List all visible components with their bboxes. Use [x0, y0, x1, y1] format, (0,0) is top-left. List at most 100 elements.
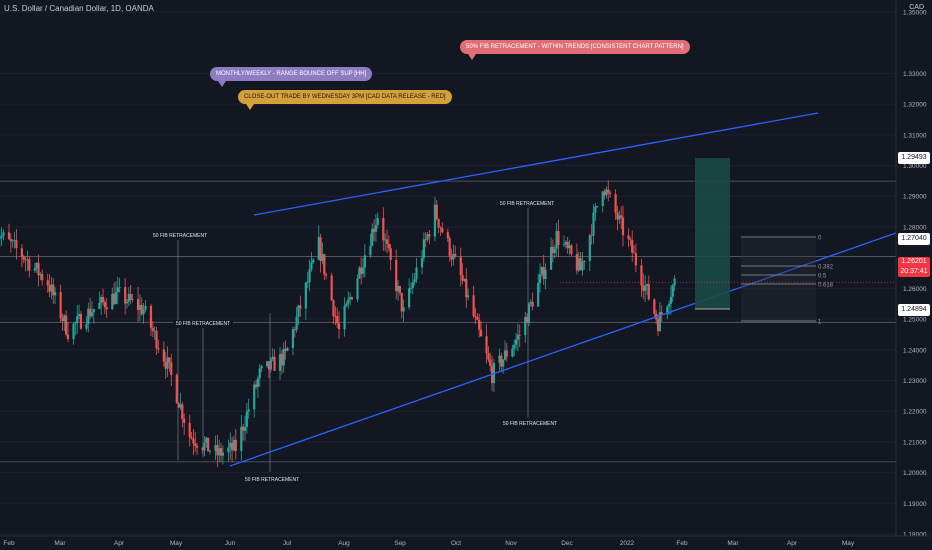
candle-body [387, 243, 390, 249]
candle-body [350, 297, 354, 300]
callout-close-out-text: CLOSE-OUT TRADE BY WEDNESDAY 3PM [CAD DA… [244, 94, 446, 100]
candle-body [179, 404, 182, 408]
candle-body [538, 274, 542, 283]
candle-body [282, 348, 285, 366]
candle-body [441, 228, 444, 233]
callout-close-out[interactable]: CLOSE-OUT TRADE BY WEDNESDAY 3PM [CAD DA… [238, 90, 452, 110]
candle-body [138, 305, 142, 311]
candle-body [526, 316, 529, 324]
candle-body [65, 315, 68, 335]
candle-body [203, 442, 206, 451]
candle-body [319, 237, 322, 261]
candle-body [63, 315, 66, 322]
candle-body [125, 301, 129, 304]
candle-body [413, 279, 416, 283]
candle-body [177, 403, 180, 408]
fib-label-4: 50 FIB RETRACEMENT [497, 200, 558, 208]
candle-body [24, 259, 27, 261]
candle-body [395, 259, 398, 292]
candle-body [557, 231, 560, 246]
candle-body [77, 313, 81, 316]
candle-body [33, 268, 36, 271]
candle-body [151, 327, 154, 331]
candle-body [114, 292, 118, 304]
candle-body [540, 267, 543, 275]
candle-body [577, 258, 580, 271]
x-tick-label: Mar [54, 540, 66, 547]
candle-body [566, 241, 569, 249]
candle-body [41, 274, 44, 281]
candle-body [245, 411, 248, 427]
candle-body [472, 295, 475, 317]
fib-level-label: 1 [818, 320, 822, 326]
candle-body [260, 366, 263, 369]
candle-body [269, 359, 272, 370]
candle-body [52, 284, 55, 296]
candle-body [229, 442, 232, 448]
candle-body [607, 189, 610, 193]
candle-body [374, 224, 378, 232]
candle-body [273, 356, 276, 371]
candle-body [467, 295, 470, 298]
x-tick-label: Sep [394, 540, 406, 547]
candle-body [343, 306, 346, 330]
candle-body [614, 194, 617, 213]
candle-body [79, 313, 83, 329]
candle-body [256, 378, 260, 387]
candle-body [647, 284, 650, 300]
candle-body [129, 293, 132, 300]
y-tick-label: 1.18000 [903, 532, 927, 539]
candle-body [620, 215, 623, 218]
candle-body [334, 316, 337, 318]
candle-body [242, 426, 245, 431]
y-tick-label: 1.25000 [903, 317, 927, 324]
current-price-tag: 1.26201 20:37:41 [898, 257, 930, 277]
callout-fib-trend[interactable]: 50% FIB RETRACEMENT - WITHIN TRENDS [CON… [460, 40, 690, 60]
candle-body [22, 256, 25, 260]
candle-body [544, 269, 547, 280]
candle-body [511, 348, 514, 357]
y-tick-label: 1.32000 [903, 102, 927, 109]
candle-body [358, 267, 361, 279]
candle-body [618, 215, 621, 220]
candle-body [50, 284, 53, 292]
candle-body [640, 265, 643, 286]
candle-body [621, 217, 625, 236]
candle-body [232, 439, 236, 451]
countdown: 20:37:41 [900, 268, 928, 275]
candle-body [89, 308, 92, 317]
candle-body [437, 219, 440, 228]
candle-body [361, 267, 365, 274]
candle-body [656, 319, 660, 332]
candle-body [398, 286, 401, 293]
candle-body [459, 256, 462, 276]
candle-body [271, 356, 274, 360]
candle-body [192, 438, 195, 444]
candle-body [616, 212, 619, 220]
x-tick-label: Jul [283, 540, 292, 547]
symbol-title: U.S. Dollar / Canadian Dollar, 1D, OANDA [4, 4, 154, 13]
candle-body [433, 204, 437, 237]
callout-monthly-weekly[interactable]: MONTHLY/WEEKLY - RANGE BOUNCE OFF SUP [H… [210, 67, 373, 87]
candle-body [330, 275, 333, 301]
candle-body [286, 347, 289, 351]
candle-body [207, 437, 210, 452]
candle-body [90, 312, 94, 317]
candle-body [411, 282, 414, 288]
candle-body [579, 258, 582, 271]
fib-label-5: 50 FIB RETRACEMENT [500, 420, 561, 428]
candle-body [514, 339, 518, 345]
candle-body [100, 296, 103, 303]
fib-label-1: 50 FIB RETRACEMENT [150, 232, 211, 240]
candle-body [463, 278, 466, 281]
candle-body [188, 422, 191, 438]
candle-body [555, 231, 558, 249]
candle-body [76, 315, 79, 324]
candle-body [253, 384, 256, 410]
candle-body [549, 247, 553, 270]
candle-body [498, 355, 501, 363]
candle-body [254, 384, 258, 387]
candle-body [103, 302, 106, 308]
candle-body [629, 239, 632, 241]
